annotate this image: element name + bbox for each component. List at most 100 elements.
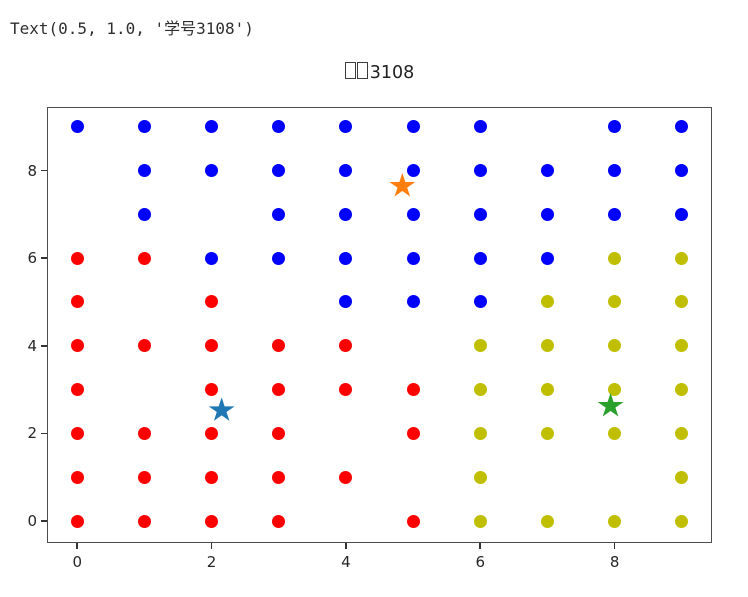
scatter-point [339, 295, 353, 309]
scatter-point [406, 383, 420, 397]
scatter-point [675, 164, 689, 178]
scatter-point [339, 120, 353, 134]
y-tick-label: 8 [27, 161, 37, 180]
x-tick-mark [345, 543, 347, 549]
scatter-point [406, 514, 420, 528]
scatter-point [137, 470, 151, 484]
scatter-point [608, 383, 622, 397]
scatter-point [205, 164, 219, 178]
scatter-point [473, 514, 487, 528]
y-tick-label: 4 [27, 336, 37, 355]
scatter-point [137, 120, 151, 134]
scatter-point [675, 251, 689, 265]
scatter-point [137, 339, 151, 353]
y-tick-label: 0 [27, 512, 37, 531]
scatter-point [205, 339, 219, 353]
scatter-point [608, 426, 622, 440]
scatter-point [205, 295, 219, 309]
scatter-point [540, 164, 554, 178]
y-tick-mark [41, 432, 47, 435]
scatter-point [473, 164, 487, 178]
x-tick-label: 6 [475, 553, 486, 571]
scatter-point [339, 164, 353, 178]
scatter-point [540, 207, 554, 221]
scatter-point [608, 120, 622, 134]
scatter-point [70, 295, 84, 309]
scatter-point [540, 383, 554, 397]
scatter-point [272, 251, 286, 265]
scatter-point [473, 470, 487, 484]
scatter-point [205, 120, 219, 134]
scatter-point [675, 207, 689, 221]
scatter-point [473, 120, 487, 134]
scatter-point [70, 426, 84, 440]
scatter-point [406, 120, 420, 134]
scatter-point [473, 383, 487, 397]
scatter-point [540, 295, 554, 309]
scatter-point [675, 383, 689, 397]
scatter-point [70, 470, 84, 484]
scatter-point [339, 207, 353, 221]
y-tick-mark [41, 169, 47, 172]
x-tick-mark [613, 543, 616, 549]
scatter-point [675, 426, 689, 440]
scatter-point [339, 339, 353, 353]
scatter-point [540, 251, 554, 265]
y-tick-mark [41, 345, 47, 347]
scatter-point [339, 251, 353, 265]
scatter-point [137, 207, 151, 221]
scatter-point [608, 164, 622, 178]
scatter-point [205, 251, 219, 265]
scatter-point [675, 514, 689, 528]
scatter-point [608, 514, 622, 528]
scatter-point [608, 295, 622, 309]
scatter-point [406, 251, 420, 265]
scatter-point [272, 426, 286, 440]
scatter-point [406, 207, 420, 221]
scatter-point [608, 339, 622, 353]
scatter-point [70, 383, 84, 397]
x-tick-label: 4 [341, 553, 351, 571]
y-tick-mark [41, 520, 47, 522]
scatter-point [473, 251, 487, 265]
scatter-point [339, 383, 353, 397]
scatter-point [205, 426, 219, 440]
scatter-point [70, 251, 84, 265]
missing-glyph-boxes [345, 62, 369, 84]
scatter-point [70, 514, 84, 528]
x-tick-mark [210, 543, 213, 549]
scatter-point [608, 251, 622, 265]
scatter-point [205, 470, 219, 484]
scatter-point [608, 207, 622, 221]
x-tick-mark [76, 543, 79, 549]
y-tick-label: 2 [27, 424, 37, 443]
scatter-point [205, 514, 219, 528]
scatter-point [406, 426, 420, 440]
scatter-point [675, 295, 689, 309]
scatter-point [272, 514, 286, 528]
scatter-point [675, 120, 689, 134]
scatter-point [137, 426, 151, 440]
scatter-point [473, 426, 487, 440]
scatter-point [272, 120, 286, 134]
scatter-point [70, 120, 84, 134]
scatter-point [272, 164, 286, 178]
x-tick-label: 0 [72, 553, 82, 571]
y-tick-label: 6 [27, 249, 37, 268]
plot-area-border [47, 107, 712, 543]
x-tick-label: 8 [609, 553, 620, 571]
scatter-point [406, 164, 420, 178]
scatter-point [473, 339, 487, 353]
plot-title: 3108 [47, 61, 712, 85]
scatter-point [540, 339, 554, 353]
x-tick-label: 2 [206, 553, 217, 571]
y-tick-mark [41, 257, 47, 259]
scatter-point [473, 207, 487, 221]
scatter-point [406, 295, 420, 309]
scatter-point [339, 470, 353, 484]
scatter-point [540, 514, 554, 528]
x-tick-mark [479, 543, 482, 549]
missing-glyph-box [345, 62, 357, 79]
scatter-point [540, 426, 554, 440]
